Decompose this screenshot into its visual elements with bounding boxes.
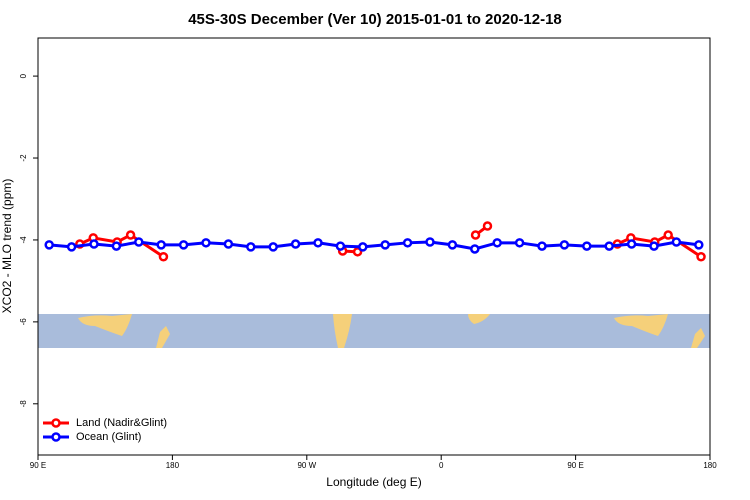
point [44, 240, 54, 250]
point [447, 240, 458, 250]
point [246, 242, 256, 252]
plot-frame [37, 37, 711, 456]
series-line [79, 224, 702, 258]
point [537, 241, 547, 251]
point [514, 238, 525, 248]
point [671, 237, 682, 247]
y-tick-label: -8 [19, 400, 28, 408]
x-axis-label: Longitude (deg E) [326, 475, 421, 489]
point [694, 240, 704, 250]
point [582, 241, 592, 251]
point [223, 239, 234, 249]
point [604, 241, 614, 251]
point [134, 237, 144, 247]
point [492, 238, 502, 248]
point [156, 240, 166, 250]
x-tick-label: 90 E [30, 461, 46, 470]
map-strip [38, 314, 710, 348]
point [626, 239, 637, 249]
point [649, 241, 659, 251]
legend-label: Ocean (Glint) [76, 431, 141, 443]
y-tick-label: 0 [19, 73, 28, 78]
point [358, 242, 368, 252]
point [89, 239, 99, 249]
legend-marker [51, 432, 61, 442]
y-axis-label: XCO2 - MLO trend (ppm) [0, 179, 14, 314]
x-tick-label: 90 E [567, 461, 583, 470]
point [201, 238, 211, 248]
point [425, 237, 435, 247]
chart-title: 45S-30S December (Ver 10) 2015-01-01 to … [188, 11, 562, 28]
point [559, 240, 570, 250]
y-tick-label: -4 [19, 236, 28, 244]
point [482, 221, 493, 231]
y-tick-label: -2 [19, 154, 28, 162]
x-tick-label: 180 [703, 461, 717, 470]
x-tick-label: 90 W [297, 461, 316, 470]
legend-label: Land (Nadir&Glint) [76, 417, 167, 429]
x-tick-label: 180 [166, 461, 180, 470]
point [470, 244, 480, 254]
point [268, 242, 278, 252]
point [380, 240, 390, 250]
point [402, 238, 413, 248]
point [663, 230, 673, 240]
point [470, 230, 481, 240]
x-tick-label: 0 [439, 461, 444, 470]
point [125, 230, 136, 240]
point [178, 240, 189, 250]
point [335, 241, 346, 251]
point [158, 251, 169, 262]
point [696, 251, 706, 262]
point [290, 239, 301, 249]
legend-marker [51, 418, 61, 428]
y-tick-label: -6 [19, 318, 28, 326]
point [313, 238, 323, 248]
point [111, 241, 122, 251]
point [66, 242, 77, 252]
